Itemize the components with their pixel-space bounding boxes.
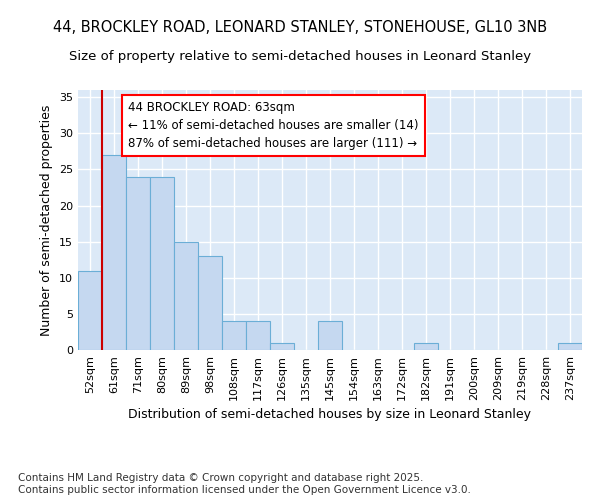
Bar [558,343,582,350]
Text: Contains HM Land Registry data © Crown copyright and database right 2025.
Contai: Contains HM Land Registry data © Crown c… [18,474,471,495]
Y-axis label: Number of semi-detached properties: Number of semi-detached properties [40,104,53,336]
X-axis label: Distribution of semi-detached houses by size in Leonard Stanley: Distribution of semi-detached houses by … [128,408,532,422]
Bar [222,321,246,350]
Bar [198,256,222,350]
Bar [318,321,342,350]
Bar [270,343,294,350]
Bar [102,155,126,350]
Bar [414,343,438,350]
Text: 44, BROCKLEY ROAD, LEONARD STANLEY, STONEHOUSE, GL10 3NB: 44, BROCKLEY ROAD, LEONARD STANLEY, STON… [53,20,547,35]
Bar [150,176,174,350]
Text: Size of property relative to semi-detached houses in Leonard Stanley: Size of property relative to semi-detach… [69,50,531,63]
Bar [246,321,270,350]
Text: 44 BROCKLEY ROAD: 63sqm
← 11% of semi-detached houses are smaller (14)
87% of se: 44 BROCKLEY ROAD: 63sqm ← 11% of semi-de… [128,101,419,150]
Bar [78,270,102,350]
Bar [126,176,150,350]
Bar [174,242,198,350]
